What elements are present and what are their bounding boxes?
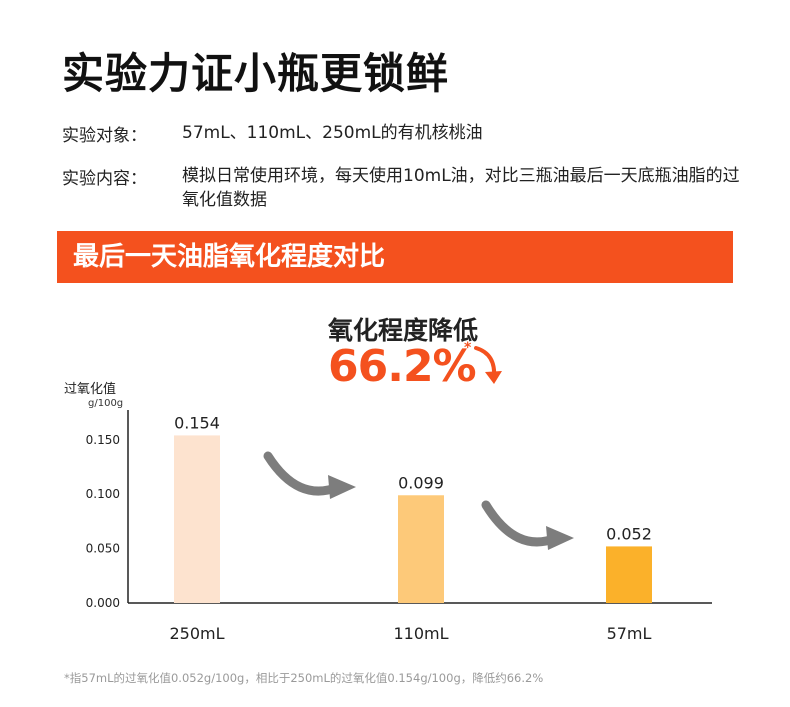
info-subject-value: 57mL、110mL、250mL的有机核桃油 (182, 123, 483, 143)
reduction-label: 氧化程度降低 (328, 316, 479, 345)
bar-value-label: 0.052 (606, 524, 652, 543)
info-subject-label: 实验对象： (62, 126, 147, 146)
reduction-footnote-mark: * (464, 340, 472, 356)
footnote: *指57mL的过氧化值0.052g/100g，相比于250mL的过氧化值0.15… (64, 671, 544, 685)
bar-value-label: 0.154 (174, 413, 220, 432)
y-tick-label: 0.100 (86, 487, 120, 501)
trend-arrow-1-icon-head (328, 475, 356, 499)
x-tick-label: 110mL (393, 624, 448, 643)
y-tick-label: 0.150 (86, 433, 120, 447)
x-tick-label: 57mL (607, 624, 652, 643)
trend-arrow-1-icon (263, 451, 343, 496)
trend-arrow-2-icon (481, 500, 561, 547)
y-axis-label: 过氧化值 (64, 381, 116, 397)
y-tick-label: 0.000 (86, 596, 120, 610)
bar-57mL (606, 546, 652, 603)
x-tick-label: 250mL (169, 624, 224, 643)
bar-110mL (398, 495, 444, 603)
y-tick-label: 0.050 (86, 542, 120, 556)
trend-arrow-2-icon-head (546, 526, 574, 550)
down-curve-arrow-icon (474, 346, 502, 384)
section-banner: 最后一天油脂氧化程度对比 (57, 231, 733, 283)
info-content-row: 实验内容： 模拟日常使用环境，每天使用10mL油，对比三瓶油最后一天底瓶油脂的过… (62, 164, 742, 212)
bar-value-label: 0.099 (398, 473, 444, 492)
reduction-value: 66.2% (328, 341, 477, 392)
info-subject-row: 实验对象： 57mL、110mL、250mL的有机核桃油 (62, 121, 742, 146)
y-axis-unit: g/100g (88, 398, 123, 409)
info-content-label: 实验内容： (62, 169, 147, 189)
page-title: 实验力证小瓶更锁鲜 (62, 49, 450, 98)
bar-250mL (174, 435, 220, 603)
info-content-value: 模拟日常使用环境，每天使用10mL油，对比三瓶油最后一天底瓶油脂的过氧化值数据 (182, 166, 740, 210)
